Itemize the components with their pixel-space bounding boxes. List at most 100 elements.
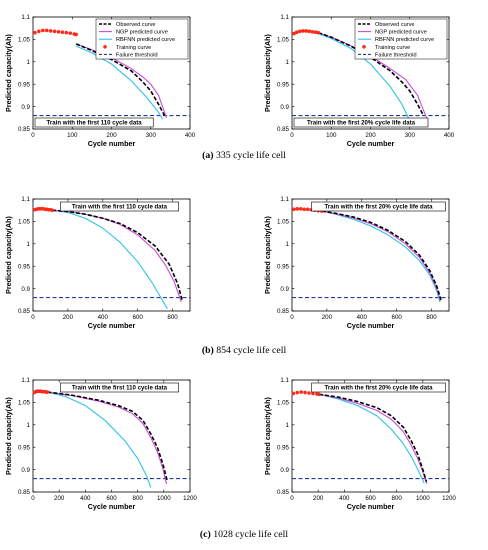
- legend-label: NGP predicted curve: [116, 30, 168, 36]
- legend-item-observed: Observed curve: [358, 22, 414, 28]
- y-tick-label: 0.85: [277, 308, 290, 315]
- x-tick-label: 0: [290, 132, 294, 139]
- training-point: [292, 31, 296, 36]
- training-point: [48, 29, 53, 33]
- training-point: [316, 30, 321, 35]
- annotation-text: Train with the first 20% cycle life data: [324, 385, 433, 392]
- legend-item-threshold: Failure threshold: [358, 52, 417, 58]
- training-point: [50, 208, 54, 212]
- y-tick-label: 0.9: [280, 467, 289, 474]
- x-tick-label: 800: [133, 495, 144, 502]
- legend-label: Training curve: [375, 45, 410, 51]
- rbfnn-curve: [75, 45, 164, 120]
- x-tick-label: 100: [326, 132, 337, 139]
- y-tick-label: 1.1: [21, 14, 30, 21]
- training-point: [310, 29, 315, 34]
- training-point: [37, 29, 41, 34]
- y-axis-label: Predicted capacity(Ah): [263, 215, 272, 293]
- x-tick-label: 400: [98, 314, 109, 321]
- x-tick-label: 400: [444, 132, 455, 139]
- y-tick-label: 1.05: [277, 37, 290, 44]
- x-tick-label: 300: [146, 132, 157, 139]
- y-tick-label: 1: [27, 422, 31, 429]
- training-point: [44, 28, 49, 33]
- x-tick-label: 600: [106, 495, 117, 502]
- y-tick-label: 1.05: [18, 37, 31, 44]
- annotation-box: [293, 117, 429, 128]
- training-point: [302, 207, 307, 212]
- y-tick-label: 1.05: [277, 219, 290, 226]
- ngp-curve: [52, 209, 182, 303]
- rbfnn-curve: [318, 33, 413, 125]
- annotation-text: Train with the first 110 cycle data: [72, 385, 168, 392]
- training-point: [291, 207, 296, 212]
- caption-text: 335 cycle life cell: [214, 150, 287, 161]
- training-point: [294, 30, 299, 35]
- x-tick-label: 0: [31, 495, 35, 502]
- x-tick-label: 200: [63, 314, 74, 321]
- y-tick-label: 0.95: [18, 263, 31, 270]
- y-axis-label: Predicted capacity(Ah): [4, 33, 13, 111]
- x-tick-label: 0: [31, 132, 35, 139]
- chart-1-1: 0 200 400 600 800 0.85 0.9 0.95 1 1.05 1.1 Cycle nu…: [263, 196, 450, 330]
- y-tick-label: 0.85: [18, 308, 31, 315]
- legend-label: Failure threshold: [375, 52, 417, 58]
- caption-text: 854 cycle life cell: [214, 345, 287, 356]
- x-tick-label: 200: [365, 132, 376, 139]
- annotation-text: Train with the first 20% cycle life data: [307, 120, 416, 127]
- training-point: [311, 391, 315, 396]
- legend-swatch: [103, 45, 107, 49]
- x-tick-label: 1200: [442, 495, 456, 502]
- x-tick-label: 200: [106, 132, 117, 139]
- ngp-curve: [321, 210, 441, 302]
- x-tick-label: 200: [313, 495, 324, 502]
- legend-label: Observed curve: [116, 22, 155, 28]
- y-axis-label: Predicted capacity(Ah): [4, 215, 13, 293]
- annotation-box: [60, 201, 179, 212]
- x-tick-label: 300: [405, 132, 416, 139]
- rbfnn-curve: [321, 210, 441, 303]
- x-tick-label: 0: [290, 495, 294, 502]
- y-tick-label: 1.1: [280, 196, 289, 203]
- training-point: [52, 29, 57, 34]
- x-tick-label: 1000: [157, 495, 171, 502]
- observed-curve: [321, 210, 442, 301]
- annotation: Train with the first 110 cycle data: [60, 382, 179, 393]
- annotation-box: [34, 117, 154, 128]
- plot-frame: [291, 198, 450, 312]
- y-tick-label: 1.1: [280, 14, 289, 21]
- training-point: [298, 29, 302, 34]
- annotation-text: Train with the first 110 cycle data: [47, 120, 143, 127]
- observed-curve: [52, 209, 183, 301]
- legend-item-training: Training curve: [362, 45, 410, 51]
- training-points: [33, 28, 78, 37]
- y-axis-label: Predicted capacity(Ah): [4, 396, 13, 474]
- y-tick-label: 1: [286, 59, 290, 66]
- training-point: [64, 30, 69, 35]
- x-axis-label: Cycle number: [88, 502, 136, 511]
- legend-label: NGP predicted curve: [375, 30, 427, 36]
- y-tick-label: 1: [27, 59, 31, 66]
- legend-item-ngp: NGP predicted curve: [99, 30, 168, 36]
- caption-label: (b): [202, 345, 214, 356]
- legend-label: Failure threshold: [116, 52, 158, 58]
- x-tick-label: 1000: [416, 495, 430, 502]
- rbfnn-curve: [52, 209, 168, 310]
- annotation: Train with the first 110 cycle data: [60, 201, 179, 212]
- x-tick-label: 600: [133, 314, 144, 321]
- row-caption: (c) 1028 cycle life cell: [200, 529, 288, 540]
- training-point: [291, 391, 296, 396]
- chart-2-1: 0 200 400 600 800 1000 1200 0.85 0.9 0.95 1 1.05 1.1…: [263, 377, 456, 511]
- training-point: [60, 30, 65, 35]
- training-point: [301, 29, 305, 33]
- x-tick-label: 0: [31, 314, 35, 321]
- annotation-box: [60, 382, 179, 393]
- row-caption: (b) 854 cycle life cell: [202, 345, 287, 356]
- captions-group: (a) 335 cycle life cell (b) 854 cycle lif…: [200, 150, 288, 540]
- training-point: [298, 207, 303, 211]
- legend-item-threshold: Failure threshold: [99, 52, 158, 58]
- legend-swatch: [362, 45, 366, 49]
- annotation-text: Train with the first 20% cycle life data: [324, 204, 433, 211]
- annotation: Train with the first 110 cycle data: [34, 117, 154, 128]
